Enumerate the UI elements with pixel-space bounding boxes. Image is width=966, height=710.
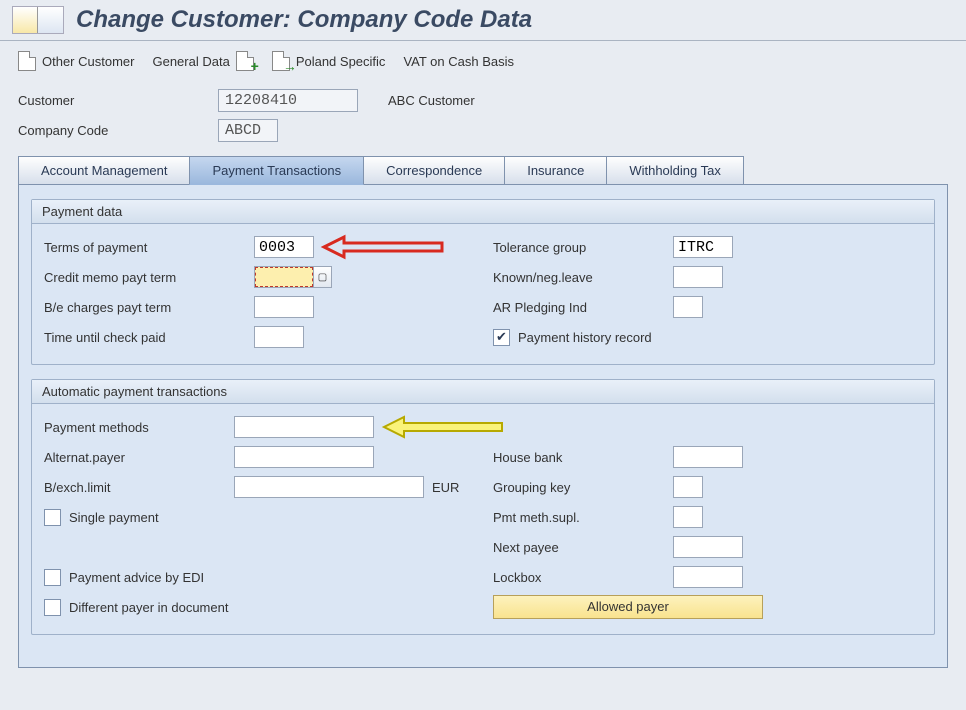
single-payment-label: Single payment xyxy=(69,510,159,525)
bexch-limit-label: B/exch.limit xyxy=(44,480,234,495)
tab-area: Account Management Payment Transactions … xyxy=(0,155,966,668)
lockbox-label: Lockbox xyxy=(493,570,673,585)
different-payer-checkbox[interactable] xyxy=(44,599,61,616)
grouping-key-label: Grouping key xyxy=(493,480,673,495)
tab-withholding-tax[interactable]: Withholding Tax xyxy=(606,156,744,184)
ar-pledging-label: AR Pledging Ind xyxy=(493,300,673,315)
vat-cash-label: VAT on Cash Basis xyxy=(403,54,514,69)
other-customer-button[interactable]: Other Customer xyxy=(18,51,134,71)
tab-panel: Payment data Terms of payment Credit mem… xyxy=(18,185,948,668)
document-new-icon xyxy=(236,51,254,71)
group-title-auto-pay: Automatic payment transactions xyxy=(32,380,934,404)
company-code-label: Company Code xyxy=(18,123,218,138)
general-data-label: General Data xyxy=(152,54,229,69)
customer-label: Customer xyxy=(18,93,218,108)
customer-input[interactable] xyxy=(218,89,358,112)
allowed-payer-button[interactable]: Allowed payer xyxy=(493,595,763,619)
grouping-key-input[interactable] xyxy=(673,476,703,498)
ar-pledging-input[interactable] xyxy=(673,296,703,318)
general-data-button[interactable]: General Data xyxy=(152,51,253,71)
page-title: Change Customer: Company Code Data xyxy=(76,6,532,34)
payment-advice-edi-label: Payment advice by EDI xyxy=(69,570,204,585)
bexch-limit-unit: EUR xyxy=(432,480,459,495)
alternat-payer-input[interactable] xyxy=(234,446,374,468)
bexch-limit-input[interactable] xyxy=(234,476,424,498)
credit-memo-input[interactable] xyxy=(254,266,314,288)
app-icon xyxy=(12,6,64,34)
tab-correspondence[interactable]: Correspondence xyxy=(363,156,505,184)
tolerance-group-label: Tolerance group xyxy=(493,240,673,255)
known-neg-leave-input[interactable] xyxy=(673,266,723,288)
known-neg-leave-label: Known/neg.leave xyxy=(493,270,673,285)
credit-memo-f4-help[interactable]: ▢ xyxy=(314,266,332,288)
payment-methods-label: Payment methods xyxy=(44,420,234,435)
pmt-meth-supl-label: Pmt meth.supl. xyxy=(493,510,673,525)
yellow-arrow-annotation xyxy=(384,415,504,439)
other-customer-label: Other Customer xyxy=(42,54,134,69)
tab-insurance[interactable]: Insurance xyxy=(504,156,607,184)
house-bank-input[interactable] xyxy=(673,446,743,468)
document-forward-icon xyxy=(272,51,290,71)
terms-of-payment-label: Terms of payment xyxy=(44,240,254,255)
time-until-check-label: Time until check paid xyxy=(44,330,254,345)
tolerance-group-input[interactable] xyxy=(673,236,733,258)
toolbar: Other Customer General Data Poland Speci… xyxy=(0,41,966,85)
group-payment-data: Payment data Terms of payment Credit mem… xyxy=(31,199,935,365)
tab-payment-transactions[interactable]: Payment Transactions xyxy=(189,156,364,185)
time-until-check-input[interactable] xyxy=(254,326,304,348)
single-payment-checkbox[interactable] xyxy=(44,509,61,526)
be-charges-label: B/e charges payt term xyxy=(44,300,254,315)
different-payer-label: Different payer in document xyxy=(69,600,228,615)
vat-cash-button[interactable]: VAT on Cash Basis xyxy=(403,54,514,69)
house-bank-label: House bank xyxy=(493,450,673,465)
payment-history-checkbox[interactable]: ✔ xyxy=(493,329,510,346)
header-fields: Customer ABC Customer Company Code xyxy=(0,85,966,155)
lockbox-input[interactable] xyxy=(673,566,743,588)
payment-history-label: Payment history record xyxy=(518,330,652,345)
credit-memo-label: Credit memo payt term xyxy=(44,270,254,285)
payment-methods-input[interactable] xyxy=(234,416,374,438)
tabstrip: Account Management Payment Transactions … xyxy=(18,155,948,185)
poland-specific-button[interactable]: Poland Specific xyxy=(272,51,386,71)
title-bar: Change Customer: Company Code Data xyxy=(0,0,966,41)
be-charges-input[interactable] xyxy=(254,296,314,318)
document-icon xyxy=(18,51,36,71)
red-arrow-annotation xyxy=(324,235,444,259)
company-code-input[interactable] xyxy=(218,119,278,142)
group-title-payment-data: Payment data xyxy=(32,200,934,224)
customer-desc: ABC Customer xyxy=(388,93,475,108)
group-auto-pay: Automatic payment transactions Payment m… xyxy=(31,379,935,635)
pmt-meth-supl-input[interactable] xyxy=(673,506,703,528)
next-payee-input[interactable] xyxy=(673,536,743,558)
payment-advice-edi-checkbox[interactable] xyxy=(44,569,61,586)
terms-of-payment-input[interactable] xyxy=(254,236,314,258)
next-payee-label: Next payee xyxy=(493,540,673,555)
poland-specific-label: Poland Specific xyxy=(296,54,386,69)
tab-account-management[interactable]: Account Management xyxy=(18,156,190,184)
alternat-payer-label: Alternat.payer xyxy=(44,450,234,465)
